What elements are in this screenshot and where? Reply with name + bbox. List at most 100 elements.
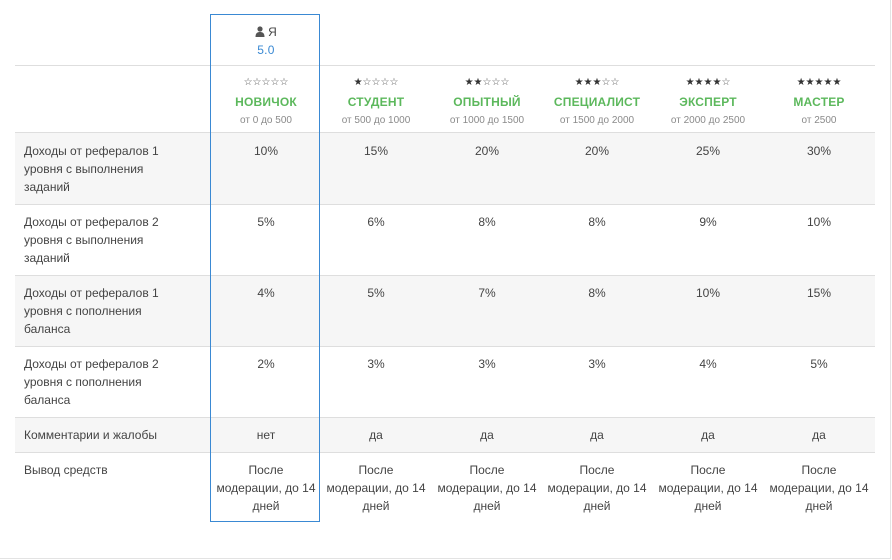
table-cell: После модерации, до 14 дней	[216, 463, 316, 513]
star-outline-icon: ☆	[610, 77, 620, 88]
level-name: СТУДЕНТ	[347, 95, 405, 109]
level-name: ОПЫТНЫЙ	[453, 95, 521, 109]
star-filled-icon: ★	[464, 77, 474, 88]
level-range: от 1000 до 1500	[449, 115, 525, 126]
table-cell: 7%	[478, 286, 496, 300]
level-name: ЭКСПЕРТ	[679, 95, 737, 109]
level-range: от 1500 до 2000	[559, 115, 635, 126]
level-stars: ☆☆☆☆☆	[211, 78, 321, 89]
level-name: СПЕЦИАЛИСТ	[553, 95, 641, 109]
table-cell: да	[590, 428, 604, 442]
star-outline-icon: ☆	[243, 77, 253, 88]
table-cell: 9%	[699, 215, 717, 229]
level-stars: ★☆☆☆☆	[321, 78, 431, 89]
table-cell: 4%	[699, 357, 717, 371]
divider	[15, 417, 875, 418]
level-range: от 2500	[801, 115, 837, 126]
row-label: Доходы от рефералов 1 уровня с выполнени…	[24, 144, 159, 194]
star-filled-icon: ★	[805, 77, 815, 88]
table-cell: 10%	[253, 144, 279, 158]
star-filled-icon: ★	[694, 77, 704, 88]
star-outline-icon: ☆	[270, 77, 280, 88]
table-cell: да	[812, 428, 826, 442]
level-header: ★☆☆☆☆ СТУДЕНТ от 500 до 1000	[321, 78, 431, 127]
table-cell: да	[701, 428, 715, 442]
row-label: Доходы от рефералов 2 уровня с выполнени…	[24, 215, 159, 265]
divider	[15, 275, 875, 276]
level-range: от 500 до 1000	[341, 115, 411, 126]
star-filled-icon: ★	[592, 77, 602, 88]
star-outline-icon: ☆	[482, 77, 492, 88]
divider	[15, 452, 875, 453]
level-stars: ★★☆☆☆	[432, 78, 542, 89]
star-outline-icon: ☆	[252, 77, 262, 88]
table-cell: 20%	[474, 144, 500, 158]
star-outline-icon: ☆	[389, 77, 399, 88]
current-user-header: Я 5.0	[211, 14, 321, 66]
current-user-score: 5.0	[257, 43, 275, 57]
table-cell: 3%	[588, 357, 606, 371]
level-name: МАСТЕР	[793, 95, 845, 109]
row-label: Комментарии и жалобы	[24, 428, 157, 442]
table-cell: 5%	[367, 286, 385, 300]
star-outline-icon: ☆	[491, 77, 501, 88]
current-user-line: Я	[211, 25, 321, 40]
divider	[15, 204, 875, 205]
level-stars: ★★★★★	[764, 78, 874, 89]
table-cell: да	[480, 428, 494, 442]
star-outline-icon: ☆	[371, 77, 381, 88]
user-icon	[255, 26, 265, 40]
level-header: ★★★★★ МАСТЕР от 2500	[764, 78, 874, 127]
level-name: НОВИЧОК	[235, 95, 297, 109]
row-stripe	[15, 275, 875, 346]
row-label: Доходы от рефералов 1 уровня с пополнени…	[24, 286, 159, 336]
star-outline-icon: ☆	[500, 77, 510, 88]
star-filled-icon: ★	[574, 77, 584, 88]
star-filled-icon: ★	[712, 77, 722, 88]
level-header: ☆☆☆☆☆ НОВИЧОК от 0 до 500	[211, 78, 321, 127]
level-stars: ★★★★☆	[653, 78, 763, 89]
divider	[15, 132, 875, 133]
star-filled-icon: ★	[473, 77, 483, 88]
star-filled-icon: ★	[353, 77, 363, 88]
table-cell: После модерации, до 14 дней	[437, 463, 537, 513]
star-outline-icon: ☆	[721, 77, 731, 88]
table-cell: После модерации, до 14 дней	[547, 463, 647, 513]
row-label: Доходы от рефералов 2 уровня с пополнени…	[24, 357, 159, 407]
star-outline-icon: ☆	[362, 77, 372, 88]
level-header: ★★★★☆ ЭКСПЕРТ от 2000 до 2500	[653, 78, 763, 127]
table-cell: После модерации, до 14 дней	[658, 463, 758, 513]
table-cell: 15%	[363, 144, 389, 158]
divider	[15, 65, 875, 66]
star-filled-icon: ★	[832, 77, 842, 88]
star-outline-icon: ☆	[380, 77, 390, 88]
row-label: Вывод средств	[24, 463, 108, 477]
table-cell: 10%	[806, 215, 832, 229]
star-filled-icon: ★	[685, 77, 695, 88]
table-cell: 30%	[806, 144, 832, 158]
star-filled-icon: ★	[703, 77, 713, 88]
star-filled-icon: ★	[814, 77, 824, 88]
table-cell: После модерации, до 14 дней	[769, 463, 869, 513]
divider	[15, 346, 875, 347]
table-cell: 3%	[478, 357, 496, 371]
table-cell: нет	[256, 428, 276, 442]
table-cell: 6%	[367, 215, 385, 229]
level-range: от 0 до 500	[240, 115, 292, 126]
row-stripe	[15, 417, 875, 452]
star-outline-icon: ☆	[601, 77, 611, 88]
table-cell: 20%	[584, 144, 610, 158]
star-outline-icon: ☆	[279, 77, 289, 88]
table-cell: 8%	[588, 215, 606, 229]
level-stars: ★★★☆☆	[542, 78, 652, 89]
table-cell: 8%	[588, 286, 606, 300]
star-outline-icon: ☆	[261, 77, 271, 88]
table-cell: 3%	[367, 357, 385, 371]
row-stripe	[15, 133, 875, 204]
level-header: ★★☆☆☆ ОПЫТНЫЙ от 1000 до 1500	[432, 78, 542, 127]
star-filled-icon: ★	[796, 77, 806, 88]
table-cell: 10%	[695, 286, 721, 300]
table-cell: 8%	[478, 215, 496, 229]
table-cell: да	[369, 428, 383, 442]
